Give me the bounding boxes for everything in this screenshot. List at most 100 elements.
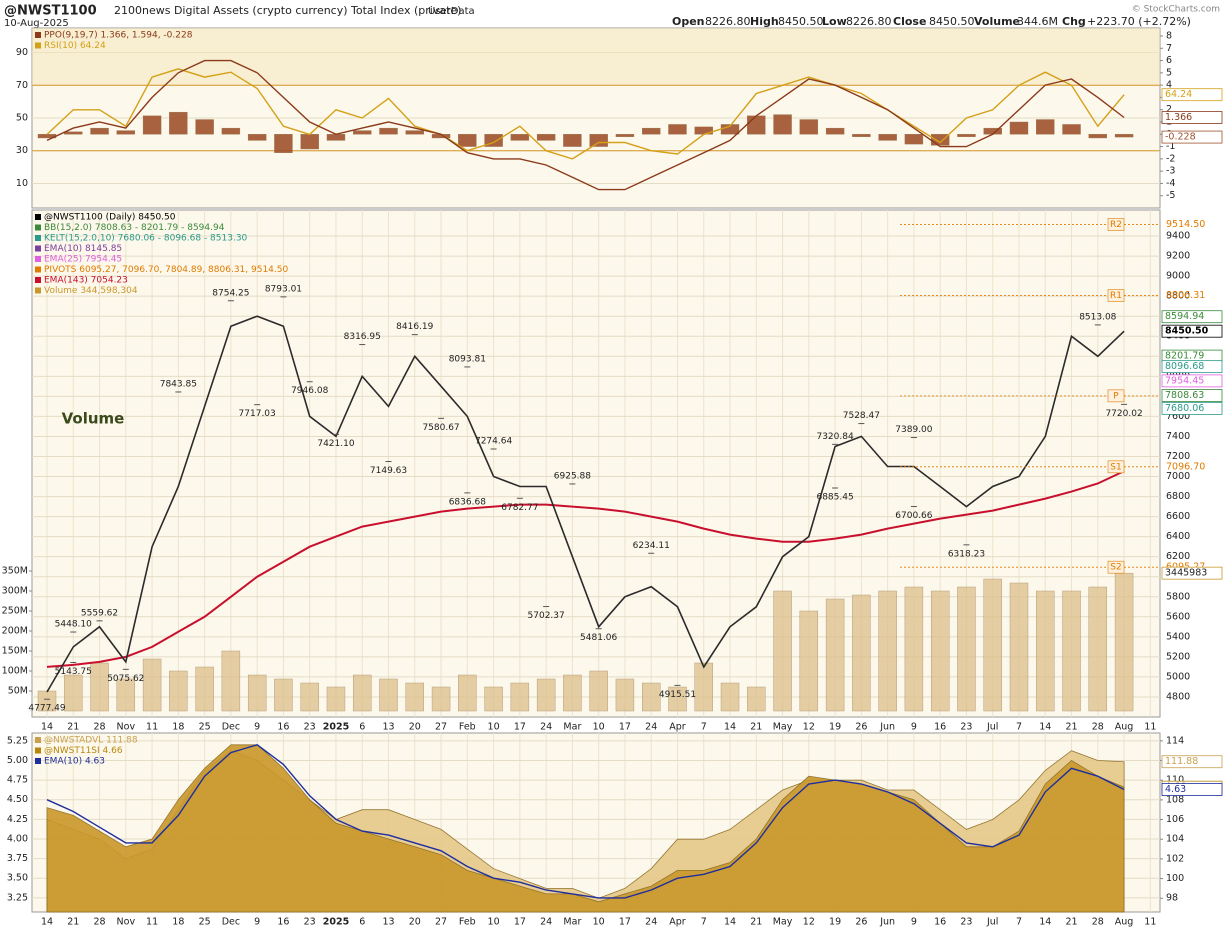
volume-bar (300, 682, 319, 712)
y-tick-label: 3.75 (7, 853, 28, 864)
x-tick-label: 9 (911, 722, 917, 733)
histogram-bar (852, 134, 871, 137)
x-tick-label: 16 (934, 917, 946, 928)
volume-bar (1036, 590, 1055, 712)
volume-bar (904, 586, 924, 712)
x-tick-label: Aug (1115, 917, 1134, 928)
volume-marker-label: 3445983 (1165, 568, 1207, 579)
price-label: 5702.37 (528, 611, 565, 621)
histogram-bar (615, 134, 635, 137)
y-tick-label: 4.50 (7, 794, 28, 805)
x-tick-label: 16 (277, 917, 289, 928)
value-marker (1161, 755, 1223, 769)
y-tick-label: 4800 (1166, 691, 1190, 702)
price-label: 6925.88 (554, 471, 591, 481)
value-marker-label: 8594.94 (1165, 311, 1204, 322)
x-tick-label: 27 (435, 917, 447, 928)
x-tick-label: 21 (1065, 722, 1077, 733)
legend-text: EMA(10) 4.63 (44, 757, 105, 767)
histogram-bar (747, 115, 766, 135)
overbought-zone (32, 28, 1160, 86)
value-marker-label: 8201.79 (1165, 351, 1204, 362)
value-marker-label: 64.24 (1165, 89, 1192, 100)
legend-swatch (35, 235, 41, 241)
y-tick-label: 50M (8, 686, 28, 697)
histogram-bar (274, 134, 293, 153)
volume-bar (1088, 586, 1108, 712)
histogram-bar (221, 127, 241, 135)
price-label: 7843.85 (160, 379, 197, 389)
legend-text: @NWST11SI 4.66 (44, 746, 123, 756)
y-tick-label: 7400 (1166, 431, 1190, 442)
x-tick-label: 11 (146, 722, 158, 733)
x-tick-label: 28 (93, 917, 105, 928)
low-label: Low (822, 15, 847, 28)
volume-bar (326, 686, 346, 712)
legend-swatch (35, 224, 41, 231)
index-name: 2100news Digital Assets (crypto currency… (114, 4, 461, 17)
x-tick-label: 23 (960, 917, 972, 928)
y-tick-label: 7 (1166, 43, 1172, 54)
x-tick-label: Aug (1115, 722, 1134, 733)
y-tick-label: 9400 (1166, 231, 1190, 242)
price-label: 8416.19 (396, 322, 433, 332)
x-tick-label: 21 (67, 917, 79, 928)
x-tick-label: 14 (1039, 917, 1051, 928)
price-label: 7389.00 (895, 425, 932, 435)
pivot-name: S1 (1110, 462, 1121, 472)
legend-text: BB(15,2.0) 7808.63 - 8201.79 - 8594.94 (44, 223, 225, 233)
x-tick-label: 27 (435, 722, 447, 733)
y-tick-label: 3.25 (7, 892, 28, 903)
x-tick-label: 28 (1092, 722, 1104, 733)
y-tick-label: 98 (1166, 893, 1178, 904)
y-tick-label: 4.00 (7, 833, 28, 844)
y-tick-label: 110 (1166, 775, 1184, 786)
legend-text: EMA(10) 8145.85 (44, 244, 122, 254)
value-marker (1161, 374, 1223, 388)
y-tick-label: 9000 (1166, 271, 1190, 282)
x-tick-label: 25 (199, 917, 211, 928)
y-tick-label: 10 (16, 178, 28, 189)
y-tick-label: 200M (2, 626, 28, 637)
y-tick-label: 4 (1166, 80, 1172, 91)
x-tick-label: Dec (222, 917, 240, 928)
price-label: 7528.47 (843, 411, 880, 421)
credit: © StockCharts.com (1132, 5, 1220, 15)
histogram-bar (799, 119, 819, 135)
volume-bar (642, 682, 661, 712)
legend-swatch (35, 42, 41, 49)
y-tick-label: -1 (1166, 141, 1175, 152)
pivot-name: R1 (1110, 291, 1122, 301)
value-marker (1161, 130, 1223, 144)
legend-swatch (35, 266, 41, 273)
y-tick-label: 5200 (1166, 651, 1190, 662)
volume-bar (379, 678, 398, 712)
price-label: 7421.10 (317, 439, 354, 449)
x-tick-label: 11 (1144, 917, 1156, 928)
y-tick-label: 8800 (1166, 291, 1190, 302)
x-tick-label: Nov (117, 722, 136, 733)
x-tick-label: 2025 (323, 917, 349, 928)
x-tick-label: Feb (459, 722, 476, 733)
y-tick-label: 100 (1166, 873, 1184, 884)
x-tick-label: 10 (593, 722, 605, 733)
pivot-name: P (1113, 391, 1119, 401)
x-tick-label: 9 (254, 917, 260, 928)
line (46, 315, 1125, 693)
volume-bar (1114, 572, 1134, 712)
legend-swatch (35, 245, 41, 252)
x-tick-label: 19 (829, 917, 841, 928)
y-tick-label: 6 (1166, 55, 1172, 66)
legend-text: @NWSTADVL 111.88 (44, 736, 138, 746)
x-tick-label: 26 (855, 917, 867, 928)
x-tick-label: 7 (1016, 917, 1022, 928)
x-tick-label: 10 (593, 917, 605, 928)
value-marker-label: 8096.68 (1165, 361, 1204, 372)
volume-bar (720, 682, 740, 712)
legend-text: PIVOTS 6095.27, 7096.70, 7804.89, 8806.3… (44, 265, 288, 275)
low-value: 8226.80 (846, 15, 892, 28)
price-label: 7149.63 (370, 466, 407, 476)
y-tick-label: -2 (1166, 153, 1175, 164)
histogram-bar (169, 111, 188, 135)
